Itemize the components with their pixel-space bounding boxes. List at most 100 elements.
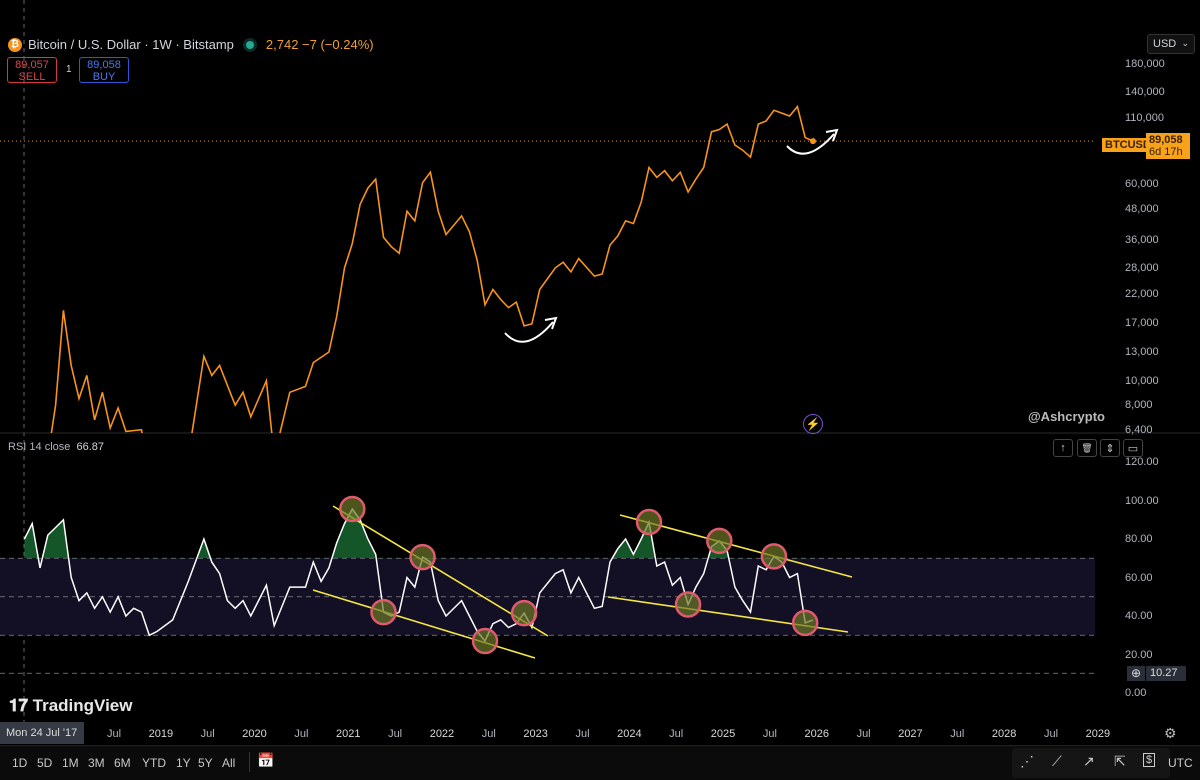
- rsi-params: 14 close: [29, 441, 71, 453]
- symbol-tag: BTCUSD: [1098, 134, 1158, 152]
- rsi-axis-tick: 0.00: [1125, 687, 1147, 699]
- symbol-title: Bitcoin / U.S. Dollar · 1W · Bitstamp: [28, 37, 234, 52]
- time-axis-tick: Jul: [762, 728, 777, 740]
- range-button-1d[interactable]: 1D: [12, 756, 28, 770]
- bar-countdown: 6d 17h: [1149, 146, 1183, 158]
- rsi-touch-circles: [339, 495, 819, 655]
- rsi-pane: [0, 507, 1095, 674]
- rsi-legend[interactable]: RSI 14 close 66.87: [8, 441, 104, 453]
- time-axis-tick: 2024: [617, 728, 642, 740]
- time-axis-tick: 2022: [429, 728, 455, 740]
- rsi-name: RSI: [8, 441, 27, 453]
- price-axis-tick: 110,000: [1125, 111, 1164, 124]
- price-axis-tick: 28,000: [1125, 261, 1159, 274]
- time-axis-tick: 2025: [710, 728, 736, 740]
- divider: [249, 752, 250, 772]
- last-price-dot: [809, 138, 816, 145]
- price-axis-tick: 10,000: [1125, 374, 1159, 387]
- rsi-level-tag: 10.27: [1146, 666, 1186, 681]
- currency-select[interactable]: USD ⌄: [1147, 34, 1195, 54]
- curved-arrow-2025: [786, 128, 839, 155]
- range-button-5y[interactable]: 5Y: [198, 756, 213, 770]
- add-level-button[interactable]: ⊕: [1127, 666, 1145, 681]
- range-button-all[interactable]: All: [222, 756, 236, 770]
- rsi-touch-circle: [760, 543, 788, 570]
- tv-logo-icon: 𝟏𝟕: [9, 696, 28, 715]
- bitcoin-icon: ₿: [8, 37, 22, 52]
- price-axis-tick: 48,000: [1125, 202, 1159, 215]
- trendline-tool-icon[interactable]: ⟋: [1052, 753, 1062, 769]
- time-axis-tick: Jul: [575, 728, 590, 740]
- sell-label: SELL: [18, 71, 46, 83]
- dollar-tool-icon[interactable]: $: [1143, 753, 1156, 767]
- buy-button[interactable]: 89,058 BUY: [79, 57, 129, 83]
- rsi-touch-circle: [339, 495, 366, 523]
- range-button-6m[interactable]: 6M: [114, 756, 131, 770]
- time-axis-tick: Jul: [294, 728, 309, 740]
- time-axis-tick: Jul: [200, 728, 215, 740]
- tradingview-logo[interactable]: 𝟏𝟕 TradingView: [9, 696, 132, 716]
- timezone[interactable]: UTC: [1168, 756, 1193, 770]
- price-axis-tick: 60,000: [1125, 178, 1159, 191]
- lightning-icon[interactable]: ⚡: [803, 414, 823, 434]
- ray-tool-icon[interactable]: ↗: [1083, 753, 1095, 769]
- last-price-tag: 89,058 6d 17h: [1146, 133, 1190, 159]
- time-axis-tick: Jul: [950, 728, 965, 740]
- time-axis-tick: Jul: [481, 728, 496, 740]
- time-axis-tick: 2027: [898, 728, 923, 740]
- date-range-icon[interactable]: 📅: [257, 752, 275, 768]
- price-axis-tick: 13,000: [1125, 346, 1159, 359]
- price-axis-tick: 36,000: [1125, 234, 1159, 247]
- settings-icon[interactable]: ⚙: [1164, 725, 1177, 741]
- price-axis-tick: 17,000: [1125, 316, 1159, 329]
- time-axis-tick: Jul: [856, 728, 871, 740]
- rsi-touch-circle: [510, 599, 538, 627]
- crosshair-date: Mon 24 Jul '17: [0, 722, 84, 744]
- time-axis-tick: 2028: [991, 728, 1017, 740]
- trash-icon: 🗑: [1081, 442, 1093, 453]
- range-button-1y[interactable]: 1Y: [176, 756, 191, 770]
- cursor-icon[interactable]: ⇱: [1114, 753, 1126, 769]
- watermark: @Ashcrypto: [1028, 409, 1105, 424]
- market-open-icon: [245, 40, 254, 49]
- time-axis-tick: 2021: [336, 728, 361, 740]
- maximize-pane-button[interactable]: ▭: [1123, 439, 1143, 457]
- price-pane: [0, 104, 1095, 433]
- maximize-icon: ▭: [1127, 442, 1139, 455]
- rsi-axis-tick: 20.00: [1125, 648, 1153, 661]
- chevron-down-icon: ⌄: [1181, 38, 1189, 48]
- rsi-touch-circle: [674, 591, 702, 618]
- delete-pane-button[interactable]: 🗑: [1077, 439, 1097, 457]
- range-button-3m[interactable]: 3M: [88, 756, 105, 770]
- pattern-tool-icon[interactable]: ⋰: [1020, 753, 1034, 769]
- rsi-axis-tick: 60.00: [1125, 571, 1153, 584]
- range-button-1m[interactable]: 1M: [62, 756, 79, 770]
- sell-button[interactable]: 89,057 SELL: [7, 57, 57, 83]
- range-button-ytd[interactable]: YTD: [142, 756, 166, 770]
- rsi-value: 66.87: [76, 441, 105, 453]
- rsi-touch-circle: [471, 627, 499, 655]
- buy-price: 89,058: [87, 59, 121, 71]
- price-line: [50, 104, 814, 433]
- currency-value: USD: [1153, 38, 1177, 50]
- rsi-axis-tick: 120.00: [1125, 456, 1159, 468]
- rsi-axis-tick: 100.00: [1125, 494, 1159, 507]
- symbol-header[interactable]: ₿ Bitcoin / U.S. Dollar · 1W · Bitstamp …: [8, 37, 374, 52]
- range-button-5d[interactable]: 5D: [37, 756, 53, 770]
- last-price: 89,058: [1149, 134, 1183, 146]
- price-axis-tick: 180,000: [1125, 58, 1165, 70]
- price-axis-tick: 6,400: [1125, 423, 1153, 436]
- buy-label: BUY: [92, 71, 116, 83]
- rsi-axis-tick: 80.00: [1125, 533, 1153, 545]
- time-axis-tick: Jul: [1043, 728, 1059, 740]
- time-axis-tick: 2026: [804, 728, 829, 740]
- rsi-touch-circle: [791, 609, 819, 637]
- time-axis-tick: 2019: [148, 728, 174, 740]
- bottom-toolbar: [0, 745, 1200, 780]
- collapse-pane-button[interactable]: ⇕: [1100, 439, 1120, 457]
- move-up-button[interactable]: ↑: [1053, 439, 1073, 457]
- rsi-axis-tick: 40.00: [1125, 610, 1153, 622]
- quantity[interactable]: 1: [66, 64, 72, 75]
- rsi-touch-circle: [370, 598, 397, 626]
